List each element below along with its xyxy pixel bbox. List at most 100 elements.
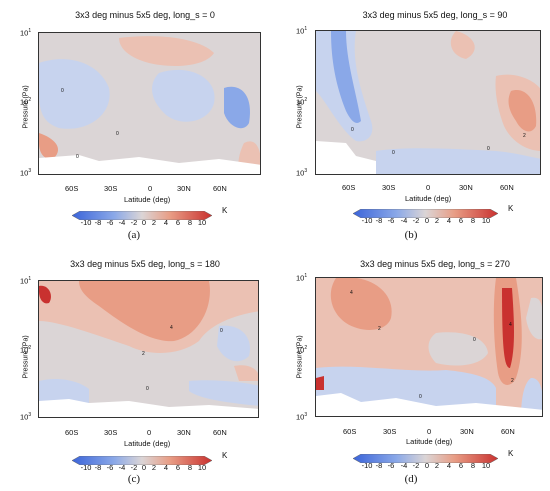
contour-label: 2: [378, 326, 381, 332]
contour-label: 0: [392, 150, 395, 156]
colorbar-tick: 0: [141, 218, 147, 227]
x-tick-label: 60N: [213, 428, 227, 437]
positive-region-strong: [39, 133, 59, 159]
colorbar-unit: K: [508, 204, 514, 213]
colorbar-tick: 0: [141, 463, 147, 472]
negative-region: [376, 148, 540, 174]
y-tick-label: 101: [296, 26, 308, 36]
chart-title: 3x3 deg minus 5x5 deg, long_s = 180: [70, 259, 220, 269]
x-tick-label: 60S: [342, 183, 356, 192]
colorbar-tick: 6: [458, 216, 464, 225]
missing-data-region: [316, 141, 376, 174]
contour-label: 0: [76, 154, 79, 160]
x-tick-label: 0: [427, 427, 432, 436]
x-tick-label: 60S: [65, 184, 79, 193]
colorbar-tick: -6: [106, 218, 114, 227]
colorbar: [71, 452, 213, 466]
y-tick-label: 101: [20, 276, 32, 286]
colorbar-unit: K: [222, 451, 228, 460]
contour-label: 2: [511, 378, 514, 384]
chart-title: 3x3 deg minus 5x5 deg, long_s = 0: [75, 10, 215, 20]
colorbar-ticks: -10 -8 -6 -4 -2 0 2 4 6 8 10: [353, 461, 498, 471]
panel-caption: (a): [127, 229, 141, 241]
colorbar-tick: 8: [470, 216, 476, 225]
contour-field: [39, 33, 260, 174]
colorbar-tick: 10: [197, 463, 207, 472]
y-tick-label: 101: [296, 273, 308, 283]
panel-caption: (d): [404, 473, 418, 485]
colorbar-unit: K: [222, 206, 228, 215]
positive-region-peak: [316, 376, 324, 390]
colorbar-tick: 2: [434, 461, 440, 470]
zero-region: [428, 332, 488, 366]
y-tick-label: 103: [296, 412, 308, 422]
panel-a: 3x3 deg minus 5x5 deg, long_s = 0 Pressu…: [0, 0, 275, 245]
x-tick-label: 30S: [382, 183, 396, 192]
negative-region: [217, 325, 250, 362]
positive-region: [119, 36, 214, 66]
y-tick-label: 103: [296, 168, 308, 178]
colorbar-tick: -6: [387, 216, 395, 225]
x-axis-label: Latitude (deg): [124, 195, 171, 204]
y-tick-label: 103: [20, 412, 32, 422]
contour-field: [316, 278, 542, 416]
contour-field: [39, 281, 258, 417]
contour-plot: [315, 277, 543, 417]
colorbar-tick: -4: [400, 216, 408, 225]
colorbar-tick: 0: [424, 216, 430, 225]
colorbar-tick: -4: [118, 218, 126, 227]
contour-label: 0: [351, 127, 354, 133]
contour-label: 2: [142, 351, 145, 357]
x-tick-label: 60N: [501, 427, 515, 436]
x-tick-label: 60S: [65, 428, 79, 437]
contour-label: 0: [473, 337, 476, 343]
positive-region-peak: [502, 288, 514, 368]
colorbar-tick: -4: [400, 461, 408, 470]
negative-region: [189, 380, 258, 406]
positive-region-strong: [330, 278, 392, 330]
x-tick-label: 30N: [177, 184, 191, 193]
colorbar: [71, 207, 213, 221]
colorbar-tick: 6: [458, 461, 464, 470]
colorbar-tick: 8: [187, 463, 193, 472]
colorbar-tick: 2: [151, 218, 157, 227]
y-tick-label: 102: [296, 345, 308, 355]
missing-data-region: [316, 393, 542, 416]
positive-region-strong: [508, 90, 537, 132]
y-tick-label: 101: [20, 28, 32, 38]
missing-data-region: [39, 155, 260, 174]
colorbar-tick: 4: [446, 216, 452, 225]
colorbar-tick: 2: [434, 216, 440, 225]
contour-label: 0: [487, 146, 490, 152]
colorbar-tick: 8: [187, 218, 193, 227]
y-tick-label: 103: [20, 168, 32, 178]
chart-title: 3x3 deg minus 5x5 deg, long_s = 270: [360, 259, 510, 269]
x-tick-label: 30N: [459, 183, 473, 192]
x-tick-label: 30N: [460, 427, 474, 436]
x-tick-label: 30S: [104, 184, 118, 193]
positive-region: [450, 31, 475, 59]
colorbar-tick: 4: [163, 218, 169, 227]
x-tick-label: 30S: [383, 427, 397, 436]
colorbar-unit: K: [508, 449, 514, 458]
colorbar-tick: -8: [375, 216, 383, 225]
colorbar-tick: -2: [130, 218, 138, 227]
colorbar-tick: -10: [361, 461, 373, 470]
x-axis-label: Latitude (deg): [124, 439, 171, 448]
negative-region: [39, 59, 110, 129]
contour-plot: [38, 32, 261, 175]
colorbar-tick: -4: [118, 463, 126, 472]
panel-b: 3x3 deg minus 5x5 deg, long_s = 90 Press…: [275, 0, 550, 245]
colorbar-tick: 4: [446, 461, 452, 470]
contour-label: 2: [523, 133, 526, 139]
colorbar-tick: 6: [175, 218, 181, 227]
colorbar-tick: -2: [412, 461, 420, 470]
colorbar-ticks: -10 -8 -6 -4 -2 0 2 4 6 8 10: [72, 218, 212, 228]
panel-c: 3x3 deg minus 5x5 deg, long_s = 180 Pres…: [0, 245, 275, 491]
contour-label: 4: [170, 325, 173, 331]
colorbar-tick: -10: [80, 218, 92, 227]
colorbar-tick: -6: [387, 461, 395, 470]
colorbar: [352, 450, 499, 464]
contour-field: [316, 31, 540, 174]
x-axis-label: Latitude (deg): [405, 194, 452, 203]
